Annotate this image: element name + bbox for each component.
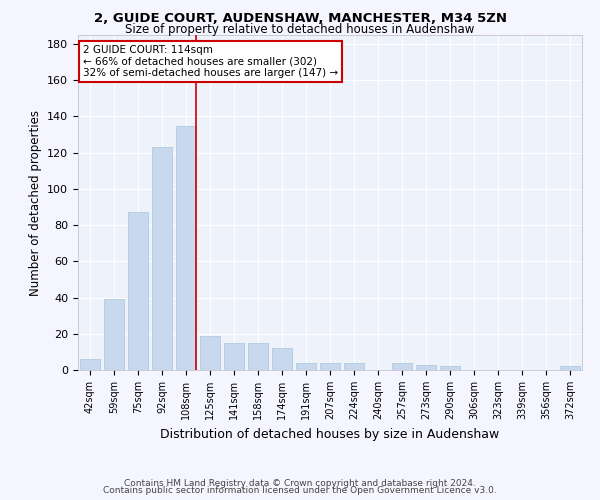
Y-axis label: Number of detached properties: Number of detached properties [29,110,41,296]
Bar [344,363,364,370]
Bar [224,343,244,370]
Bar [392,363,412,370]
Bar [440,366,460,370]
X-axis label: Distribution of detached houses by size in Audenshaw: Distribution of detached houses by size … [160,428,500,440]
Bar [272,348,292,370]
Bar [296,363,316,370]
Text: Contains public sector information licensed under the Open Government Licence v3: Contains public sector information licen… [103,486,497,495]
Bar [80,359,100,370]
Text: 2 GUIDE COURT: 114sqm
← 66% of detached houses are smaller (302)
32% of semi-det: 2 GUIDE COURT: 114sqm ← 66% of detached … [83,45,338,78]
Bar [320,363,340,370]
Text: 2, GUIDE COURT, AUDENSHAW, MANCHESTER, M34 5ZN: 2, GUIDE COURT, AUDENSHAW, MANCHESTER, M… [94,12,506,26]
Bar [200,336,220,370]
Text: Contains HM Land Registry data © Crown copyright and database right 2024.: Contains HM Land Registry data © Crown c… [124,478,476,488]
Bar [416,364,436,370]
Text: Size of property relative to detached houses in Audenshaw: Size of property relative to detached ho… [125,22,475,36]
Bar [128,212,148,370]
Bar [560,366,580,370]
Bar [176,126,196,370]
Bar [104,300,124,370]
Bar [248,343,268,370]
Bar [152,148,172,370]
